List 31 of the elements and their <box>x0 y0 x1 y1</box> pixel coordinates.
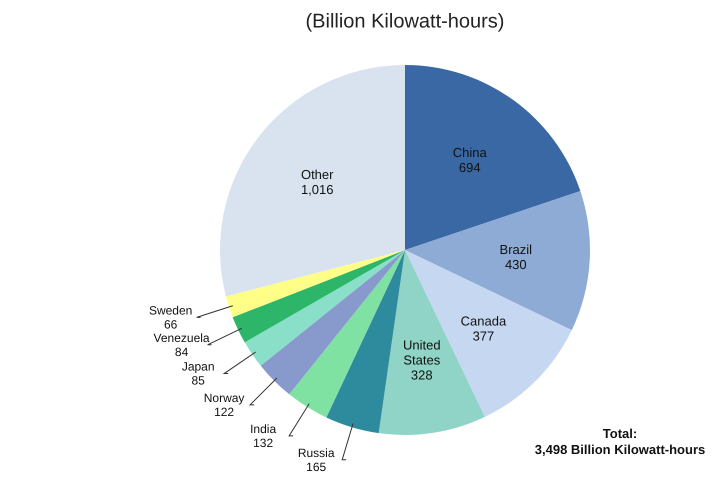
slice-label: China <box>452 144 488 160</box>
data-label: 66 <box>164 318 178 332</box>
pie-slice <box>289 250 405 418</box>
slice-label: Other <box>300 167 334 182</box>
pie-slice <box>326 250 405 434</box>
pie-slice <box>232 250 405 342</box>
slice-label: Norway <box>204 391 244 406</box>
chart-title: (Billion Kilowatt-hours) <box>306 10 504 32</box>
slice-label: India <box>250 422 276 436</box>
slice-label: Japan <box>182 360 215 374</box>
data-label: 430 <box>504 256 527 272</box>
slice-label: United States <box>402 337 441 368</box>
data-label: 122 <box>214 405 234 420</box>
slice-label: Canada <box>460 314 507 329</box>
data-label: 84 <box>174 344 189 359</box>
data-label: 377 <box>472 328 494 344</box>
pie-slice <box>405 191 590 330</box>
data-label: 694 <box>458 160 481 175</box>
slice-label: Venezuela <box>154 330 210 345</box>
slice-label: Sweden <box>148 304 192 318</box>
data-label: 165 <box>306 460 327 474</box>
data-label: 1,016 <box>300 182 334 198</box>
pie-slice <box>260 250 405 394</box>
pie-slice <box>226 250 405 318</box>
text: Total: 3,498 Billion Kilowatt-hours <box>534 426 706 457</box>
data-label: 85 <box>191 374 206 388</box>
data-label: 132 <box>253 436 274 450</box>
slice-label: Brazil <box>500 242 532 257</box>
slice-label: Russia <box>298 446 335 460</box>
pie-slice <box>220 65 405 296</box>
data-label: 328 <box>410 367 433 382</box>
